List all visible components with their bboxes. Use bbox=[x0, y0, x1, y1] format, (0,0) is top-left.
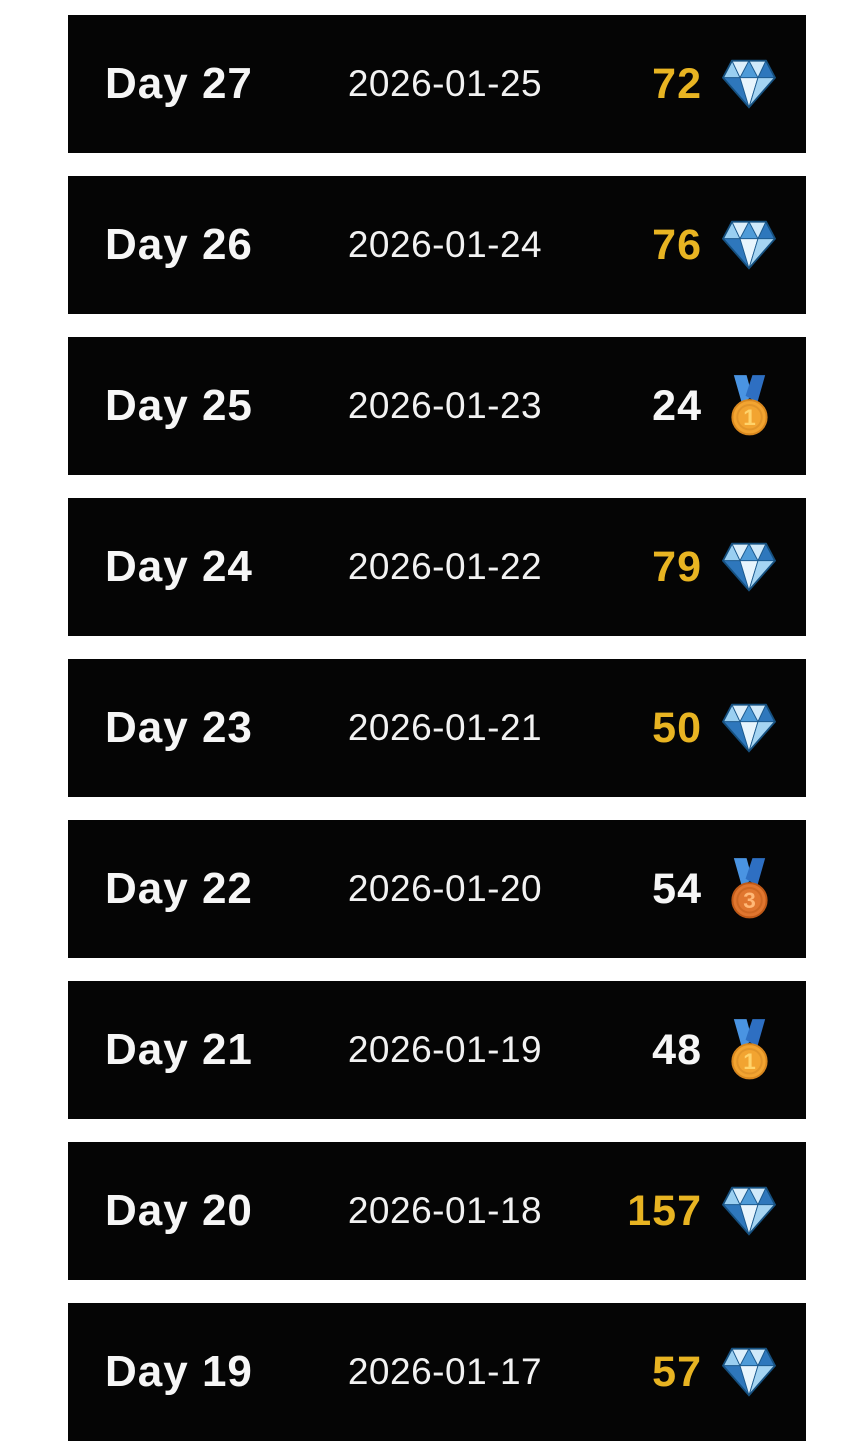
day-row[interactable]: Day 26 2026-01-24 76 bbox=[68, 176, 806, 314]
day-date: 2026-01-22 bbox=[347, 546, 543, 587]
score-group: 72 bbox=[570, 51, 806, 117]
day-label: Day 20 bbox=[105, 1186, 253, 1235]
score-value: 48 bbox=[652, 1025, 702, 1074]
day-row[interactable]: Day 21 2026-01-19 48 bbox=[68, 981, 806, 1119]
score-value: 24 bbox=[652, 381, 702, 430]
score-group: 57 bbox=[570, 1339, 806, 1405]
score-group: 48 bbox=[570, 1017, 806, 1083]
day-label: Day 19 bbox=[105, 1347, 253, 1396]
day-label: Day 22 bbox=[105, 864, 253, 913]
day-label: Day 21 bbox=[105, 1025, 253, 1074]
day-label: Day 23 bbox=[105, 703, 253, 752]
gem-icon bbox=[720, 1185, 778, 1237]
day-date: 2026-01-25 bbox=[347, 63, 543, 104]
score-group: 24 bbox=[570, 373, 806, 439]
day-row[interactable]: Day 27 2026-01-25 72 bbox=[68, 15, 806, 153]
day-row[interactable]: Day 19 2026-01-17 57 bbox=[68, 1303, 806, 1441]
score-icon bbox=[720, 695, 778, 761]
gem-icon bbox=[720, 58, 778, 110]
score-value: 57 bbox=[652, 1347, 702, 1396]
score-group: 54 bbox=[570, 856, 806, 922]
day-date: 2026-01-20 bbox=[347, 868, 543, 909]
day-date: 2026-01-23 bbox=[347, 385, 543, 426]
score-value: 79 bbox=[652, 542, 702, 591]
score-group: 76 bbox=[570, 212, 806, 278]
day-date: 2026-01-19 bbox=[347, 1029, 543, 1070]
gem-icon bbox=[720, 219, 778, 271]
score-group: 157 bbox=[570, 1178, 806, 1244]
score-value: 50 bbox=[652, 703, 702, 752]
score-icon bbox=[720, 212, 778, 278]
day-date: 2026-01-24 bbox=[347, 224, 543, 265]
score-icon bbox=[720, 51, 778, 117]
score-icon bbox=[720, 856, 778, 922]
gold-medal-icon bbox=[726, 375, 773, 438]
day-label: Day 27 bbox=[105, 59, 253, 108]
score-value: 157 bbox=[627, 1186, 702, 1235]
score-value: 72 bbox=[652, 59, 702, 108]
gem-icon bbox=[720, 1346, 778, 1398]
score-icon bbox=[720, 534, 778, 600]
day-label: Day 25 bbox=[105, 381, 253, 430]
gold-medal-icon bbox=[726, 1019, 773, 1082]
bronze-medal-icon bbox=[726, 858, 773, 921]
score-icon bbox=[720, 1178, 778, 1244]
score-value: 54 bbox=[652, 864, 702, 913]
day-label: Day 24 bbox=[105, 542, 253, 591]
day-row[interactable]: Day 24 2026-01-22 79 bbox=[68, 498, 806, 636]
day-row[interactable]: Day 25 2026-01-23 24 bbox=[68, 337, 806, 475]
day-date: 2026-01-17 bbox=[347, 1351, 543, 1392]
score-icon bbox=[720, 373, 778, 439]
day-row[interactable]: Day 20 2026-01-18 157 bbox=[68, 1142, 806, 1280]
day-row[interactable]: Day 22 2026-01-20 54 bbox=[68, 820, 806, 958]
gem-icon bbox=[720, 541, 778, 593]
gem-icon bbox=[720, 702, 778, 754]
score-group: 79 bbox=[570, 534, 806, 600]
score-icon bbox=[720, 1017, 778, 1083]
day-row[interactable]: Day 23 2026-01-21 50 bbox=[68, 659, 806, 797]
day-label: Day 26 bbox=[105, 220, 253, 269]
score-value: 76 bbox=[652, 220, 702, 269]
day-date: 2026-01-18 bbox=[347, 1190, 543, 1231]
day-date: 2026-01-21 bbox=[347, 707, 543, 748]
score-group: 50 bbox=[570, 695, 806, 761]
score-icon bbox=[720, 1339, 778, 1405]
